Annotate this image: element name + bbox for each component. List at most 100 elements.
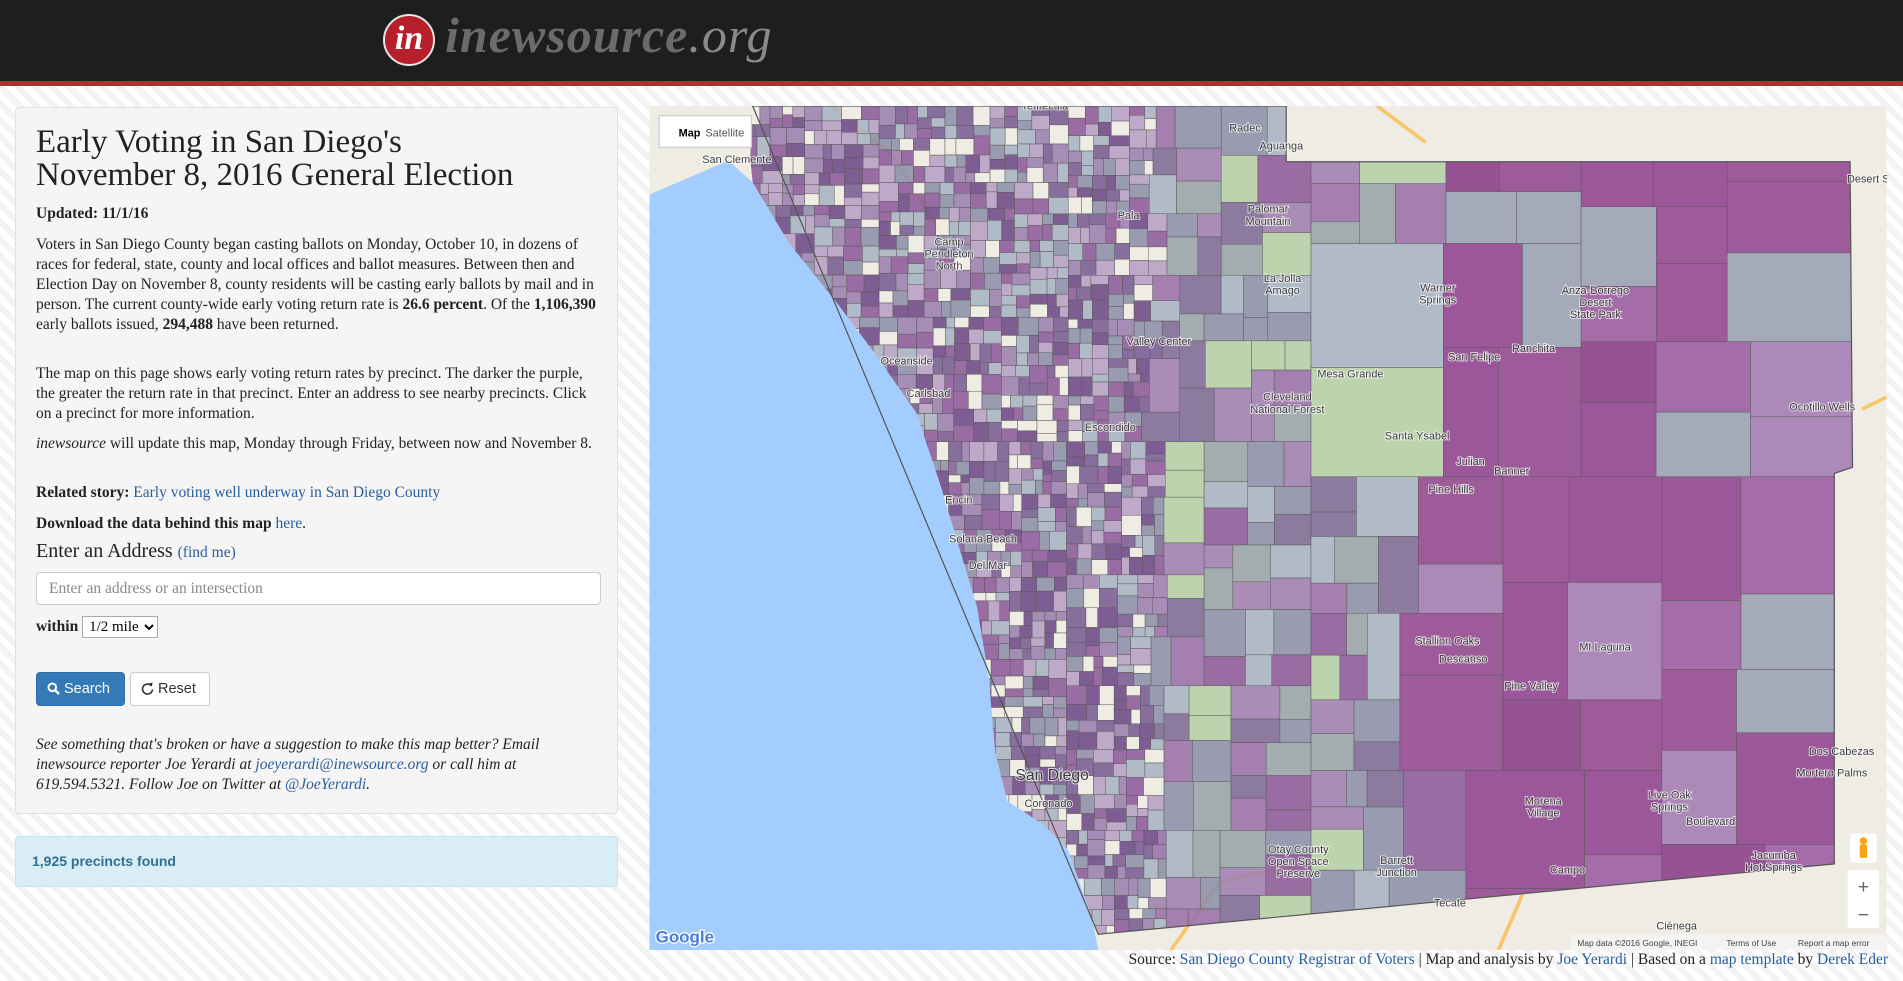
- place-label: Dos Cabezas: [1809, 746, 1875, 758]
- precinct: [970, 272, 985, 290]
- precinct: [1126, 759, 1146, 778]
- precinct: [1066, 627, 1087, 643]
- precinct: [1026, 157, 1044, 168]
- search-button[interactable]: Search: [36, 672, 125, 706]
- precinct: [1066, 497, 1079, 508]
- place-label: Encin: [945, 495, 972, 507]
- precinct: [894, 164, 914, 183]
- precinct: [1093, 395, 1109, 412]
- precinct: [862, 168, 880, 185]
- map-button[interactable]: Map: [679, 127, 701, 139]
- precinct: [1498, 347, 1582, 477]
- place-label: Descanso: [1439, 654, 1488, 666]
- precinct: [1213, 387, 1252, 442]
- results-box: 1,925 precincts found: [15, 836, 618, 887]
- precinct: [899, 225, 914, 236]
- precinct: [923, 269, 941, 289]
- download-link[interactable]: here: [275, 515, 303, 532]
- report-link[interactable]: Report a map error: [1798, 938, 1870, 948]
- precinct: [1004, 127, 1018, 146]
- precinct: [1009, 648, 1023, 660]
- precinct: [935, 218, 950, 236]
- template-link[interactable]: map template: [1709, 951, 1794, 968]
- precinct: [1094, 817, 1108, 831]
- eder-link[interactable]: Derek Eder: [1817, 951, 1888, 968]
- precinct: [1262, 232, 1312, 276]
- place-line: Jacumba: [1752, 850, 1797, 862]
- address-input[interactable]: Enter an address or an intersection: [36, 572, 601, 605]
- precinct: [1093, 410, 1109, 421]
- place-label: Ranchita: [1512, 343, 1556, 355]
- place-line: San Clemente: [702, 154, 771, 166]
- precinct: [818, 185, 835, 206]
- precinct: [1090, 284, 1109, 301]
- precinct: [1117, 664, 1135, 673]
- precinct: [1067, 299, 1084, 320]
- email-link[interactable]: joeyerardi@inewsource.org: [255, 756, 429, 773]
- precinct: [1017, 120, 1033, 131]
- find-me[interactable]: (find me): [177, 544, 236, 561]
- precinct: [828, 205, 846, 219]
- precinct: [1188, 685, 1232, 716]
- terms-link[interactable]: Terms of Use: [1726, 938, 1776, 948]
- precinct: [861, 183, 880, 193]
- zoom-out[interactable]: −: [1858, 904, 1869, 926]
- precinct: [1117, 595, 1139, 615]
- precinct: [1105, 776, 1120, 795]
- precinct: [948, 221, 959, 236]
- precinct: [1568, 476, 1663, 583]
- place-line: Live Oak: [1648, 789, 1692, 801]
- precinct: [1164, 469, 1205, 498]
- precinct: [989, 106, 1005, 119]
- radius-select[interactable]: 1/2 mile: [82, 616, 159, 638]
- source-link[interactable]: San Diego County Registrar of Voters: [1179, 951, 1415, 968]
- precinct: [1016, 252, 1031, 265]
- precinct: [999, 240, 1015, 253]
- precinct: [1094, 808, 1108, 819]
- precinct: [939, 207, 950, 220]
- reset-button[interactable]: Reset: [130, 672, 210, 706]
- precinct: [1016, 263, 1031, 274]
- twitter-link[interactable]: @JoeYerardi: [285, 776, 367, 793]
- precinct: [1580, 401, 1657, 477]
- precinct: [1310, 536, 1335, 584]
- precinct: [917, 106, 928, 119]
- precinct: [1066, 506, 1077, 527]
- place-label: Mt Laguna: [1579, 641, 1631, 653]
- precinct: [1099, 587, 1118, 608]
- precinct: [1079, 342, 1093, 360]
- precinct: [1078, 720, 1098, 733]
- place-line: Del Mar: [969, 560, 1008, 572]
- precinct: [1066, 441, 1085, 458]
- precinct: [1106, 189, 1120, 202]
- precinct: [1099, 642, 1118, 657]
- precinct: [1067, 404, 1081, 421]
- map[interactable]: Temecula Radec Aguanga San Clemente Camp Pend…: [649, 106, 1887, 950]
- precinct: [1022, 648, 1032, 660]
- logo-mark[interactable]: in: [383, 14, 435, 66]
- precinct: [804, 184, 820, 195]
- precinct: [1129, 260, 1150, 276]
- place-label: Campo: [1550, 865, 1585, 877]
- precinct: [1052, 395, 1069, 410]
- precinct: [1038, 352, 1053, 366]
- logo-text[interactable]: inewsource.org: [445, 6, 772, 64]
- related-link[interactable]: Early voting well underway in San Diego …: [133, 484, 441, 501]
- precinct: [1021, 493, 1039, 510]
- precinct: [843, 144, 864, 159]
- precinct: [1176, 180, 1222, 215]
- title: Early Voting in San Diego's November 8, …: [36, 126, 601, 192]
- precinct: [1115, 227, 1130, 244]
- precinct: [1091, 559, 1109, 576]
- precinct: [1099, 574, 1118, 589]
- precinct: [1080, 395, 1095, 405]
- precinct: [1091, 543, 1107, 560]
- precinct: [945, 345, 955, 358]
- satellite-button[interactable]: Satellite: [705, 127, 744, 139]
- author-link[interactable]: Joe Yerardi: [1557, 951, 1628, 968]
- place-line: Open Space: [1268, 856, 1329, 868]
- zoom-in[interactable]: +: [1858, 876, 1869, 898]
- precinct: [1047, 561, 1067, 578]
- precinct: [1097, 466, 1109, 484]
- place-line: Dos Cabezas: [1809, 746, 1875, 758]
